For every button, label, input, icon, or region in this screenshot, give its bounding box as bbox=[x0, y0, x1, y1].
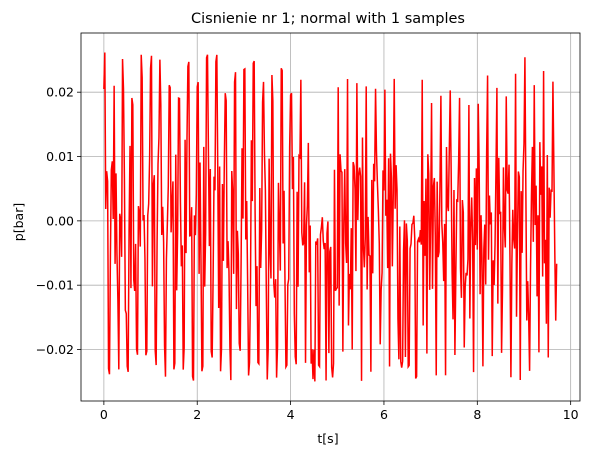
x-tick-label: 4 bbox=[287, 407, 295, 422]
x-tick-label: 8 bbox=[473, 407, 481, 422]
x-axis-label: t[s] bbox=[317, 431, 338, 446]
y-axis-label: p[bar] bbox=[11, 203, 26, 241]
y-tick-label: 0.02 bbox=[46, 85, 74, 100]
y-axis: −0.02 −0.01 0.00 0.01 0.02 bbox=[36, 85, 81, 357]
x-tick-label: 0 bbox=[100, 407, 108, 422]
x-tick-label: 10 bbox=[563, 407, 579, 422]
series-line-pressure bbox=[103, 52, 558, 382]
x-axis: 0 2 4 6 8 10 bbox=[100, 401, 579, 422]
chart-title: Cisnienie nr 1; normal with 1 samples bbox=[191, 11, 465, 27]
x-tick-label: 6 bbox=[380, 407, 388, 422]
y-tick-label: 0.00 bbox=[46, 213, 74, 228]
y-tick-label: −0.01 bbox=[36, 278, 74, 293]
series-group bbox=[103, 52, 558, 382]
y-tick-label: 0.01 bbox=[46, 149, 74, 164]
x-tick-label: 2 bbox=[193, 407, 201, 422]
plot-frame bbox=[80, 32, 581, 402]
y-tick-label: −0.02 bbox=[36, 342, 74, 357]
